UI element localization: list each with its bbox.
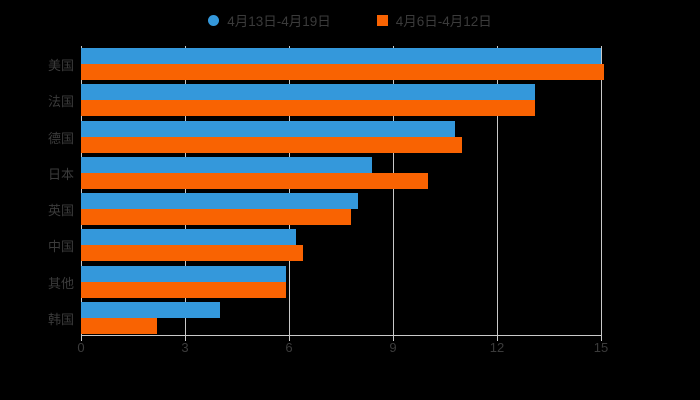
bar[interactable] (81, 156, 373, 173)
bar[interactable] (81, 245, 303, 262)
bar[interactable] (81, 48, 601, 65)
x-tick-9 (393, 336, 394, 341)
bar[interactable] (81, 120, 456, 137)
gridline-x-6 (289, 46, 290, 336)
bar[interactable] (81, 209, 352, 226)
bar-group (81, 84, 601, 117)
bar[interactable] (81, 193, 359, 210)
gridline-x-3 (185, 46, 186, 336)
x-tick-12 (497, 336, 498, 341)
legend-item-series-1[interactable]: 4月13日-4月19日 (208, 10, 331, 30)
y-axis-label-中国: 中国 (47, 239, 74, 255)
y-axis-label-英国: 英国 (47, 203, 74, 219)
y-axis-line (81, 46, 82, 336)
gridline-x-15 (601, 46, 602, 336)
bar[interactable] (81, 84, 536, 101)
y-axis-label-日本: 日本 (47, 166, 74, 182)
bar[interactable] (81, 136, 463, 153)
gridline-x-9 (393, 46, 394, 336)
x-axis-label-0: 0 (77, 340, 85, 355)
x-tick-15 (601, 336, 602, 341)
y-axis-label-韩国: 韩国 (47, 311, 74, 327)
bar-group (81, 229, 601, 262)
bar[interactable] (81, 317, 158, 334)
x-axis-label-15: 15 (593, 340, 609, 355)
legend-marker-circle-icon (208, 14, 220, 26)
y-axis-label-德国: 德国 (47, 130, 74, 146)
gridline-x-12 (497, 46, 498, 336)
plot-area (81, 46, 605, 341)
y-axis-labels: 美国法国德国日本英国中国其他韩国 (0, 46, 74, 336)
bar-group (81, 156, 601, 189)
bar-group (81, 265, 601, 298)
bar[interactable] (81, 281, 286, 298)
x-axis-label-9: 9 (389, 340, 397, 355)
bar[interactable] (81, 172, 428, 189)
x-tick-0 (81, 336, 82, 341)
bar-group (81, 48, 605, 81)
bar-group (81, 120, 601, 153)
legend-marker-square-icon (376, 14, 388, 26)
x-tick-3 (185, 336, 186, 341)
bar[interactable] (81, 64, 605, 81)
x-tick-6 (289, 336, 290, 341)
bar-group (81, 301, 601, 334)
bar[interactable] (81, 265, 286, 282)
x-axis-label-12: 12 (489, 340, 505, 355)
bar-group (81, 193, 601, 226)
x-axis-label-3: 3 (181, 340, 189, 355)
legend-label-series-2: 4月6日-4月12日 (395, 14, 492, 29)
x-axis-labels: 0 3 6 9 12 15 (77, 336, 608, 360)
chart-legend: 4月13日-4月19日 4月6日-4月12日 (0, 8, 700, 32)
bar[interactable] (81, 229, 296, 246)
y-axis-label-其他: 其他 (47, 275, 74, 291)
y-axis-label-美国: 美国 (47, 58, 74, 74)
bar[interactable] (81, 100, 536, 117)
legend-label-series-1: 4月13日-4月19日 (227, 14, 331, 29)
x-axis-line (81, 335, 601, 336)
x-axis-label-6: 6 (285, 340, 293, 355)
y-axis-label-法国: 法国 (47, 94, 74, 110)
legend-item-series-2[interactable]: 4月6日-4月12日 (376, 10, 492, 30)
bar[interactable] (81, 301, 220, 318)
